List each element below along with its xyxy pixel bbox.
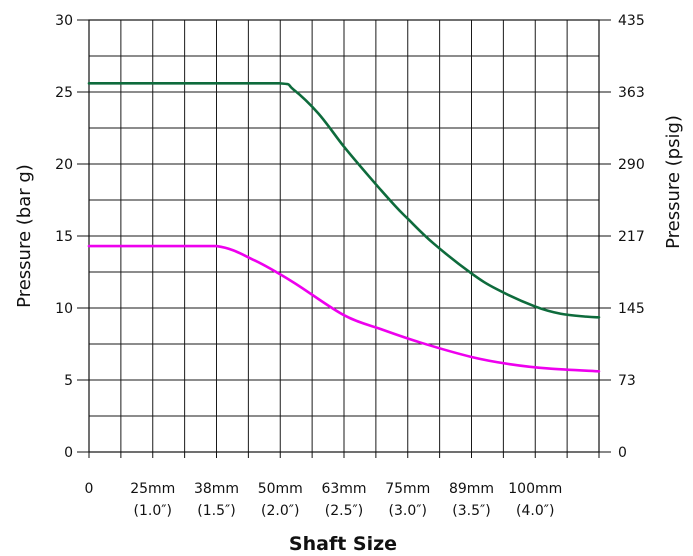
x-tick-label: 50mm: [258, 481, 303, 497]
y-tick-label-right: 73: [618, 373, 636, 389]
x-tick-label: 0: [85, 481, 94, 497]
y-tick-label-left: 25: [55, 85, 73, 101]
x-tick-label: 89mm: [449, 481, 494, 497]
x-tick-sublabel: (1.0″): [134, 503, 172, 519]
x-axis-label: Shaft Size: [289, 533, 397, 555]
y-tick-label-right: 363: [618, 85, 645, 101]
x-tick-label: 75mm: [385, 481, 430, 497]
x-tick-sublabel: (2.0″): [261, 503, 299, 519]
x-tick-label: 63mm: [321, 481, 366, 497]
y-tick-label-left: 5: [64, 373, 73, 389]
y-tick-label-right: 290: [618, 157, 645, 173]
y-tick-label-left: 30: [55, 13, 73, 29]
series-line-lower: [87, 244, 601, 373]
x-tick-sublabel: (4.0″): [516, 503, 554, 519]
x-tick-sublabel: (3.5″): [452, 503, 490, 519]
y-tick-label-left: 10: [55, 301, 73, 317]
y-tick-label-left: 0: [64, 445, 73, 461]
x-tick-sublabel: (2.5″): [325, 503, 363, 519]
y-tick-label-left: 20: [55, 157, 73, 173]
grid: [77, 19, 611, 458]
y-tick-label-right: 145: [618, 301, 645, 317]
x-tick-label: 25mm: [130, 481, 175, 497]
y-axis-left-label: Pressure (bar g): [14, 164, 35, 308]
y-tick-label-right: 435: [618, 13, 645, 29]
x-tick-label: 100mm: [508, 481, 562, 497]
series-group: [87, 82, 601, 373]
y-tick-label-left: 15: [55, 229, 73, 245]
y-axis-right-label: Pressure (psig): [663, 115, 684, 249]
y-tick-label-right: 217: [618, 229, 645, 245]
y-tick-label-right: 0: [618, 445, 627, 461]
ticks-group: 0 5 10 15 20 25 30 0 73 145 217 290 363 435 0 25mm (1.0″…: [55, 13, 645, 519]
x-tick-label: 38mm: [194, 481, 239, 497]
x-tick-sublabel: (1.5″): [197, 503, 235, 519]
x-tick-sublabel: (3.0″): [389, 503, 427, 519]
series-line-upper: [87, 82, 601, 319]
